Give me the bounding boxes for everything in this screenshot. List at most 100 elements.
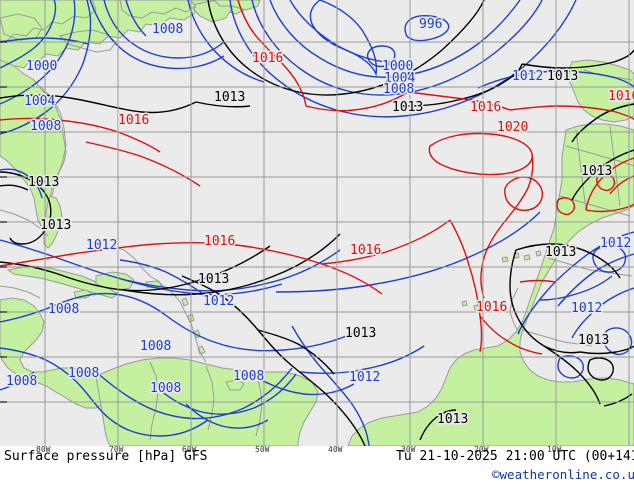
isobar-midblue-1 [125,0,147,37]
isobar-1008-sa3 [159,373,297,415]
isobar-label-halo: 1013 [198,272,229,287]
isobar-1013-morocco [571,149,634,201]
land-hispaniola [95,271,135,291]
isobar-label-value: 1013 [545,245,576,260]
isobar-1012-east [275,211,541,293]
isobar-label-value: 1008 [140,339,171,354]
isobar-label-halo: 1016 [476,300,507,315]
isobar-label-halo: 1012 [86,238,117,253]
map-canvas[interactable]: 996 996 1000 1000 1000 1000 1004 1004 1004 1004 10… [0,0,634,446]
isobar-label-halo: 1013 [578,333,609,348]
coast-hudson [0,13,43,41]
isobar-label-halo: 1008 [30,119,61,134]
isobar-label-halo: 1013 [437,412,468,427]
isobar-label-value: 1008 [150,381,181,396]
border-africa-6 [609,125,621,207]
isobar-label-value: 1008 [68,366,99,381]
isobar-label-value: 1008 [6,374,37,389]
land-maritimes [119,0,197,19]
isobar-label-halo: 1016 [608,89,634,104]
isobar-label-value: 1012 [86,238,117,253]
border-mexico [0,285,41,299]
isobar-1016-coast [479,315,543,355]
isobar-label-value: 1013 [581,164,612,179]
isobar-label-halo: 1013 [345,326,376,341]
isobar-label-halo: 1012 [349,370,380,385]
isobar-1016-w [0,117,161,153]
isobar-label-value: 1013 [40,218,71,233]
longitude-label: 20W [474,445,489,454]
isobar-label-halo: 1008 [140,339,171,354]
isobar-1013-africa-w2 [509,249,581,354]
isobar-red-morocco [585,157,634,211]
isobar-1016-e [407,91,511,111]
isobar-1013-florida [0,171,52,245]
land-jamaica [73,289,93,299]
isobar-red-sahel [519,279,557,283]
border-sa-1 [149,361,159,441]
coast-gulf [0,209,49,237]
isobar-blue-florida [0,168,43,199]
isobar-label-value: 1013 [578,333,609,348]
isobar-1013-br [419,409,457,441]
isobar-label-halo: 1016 [350,243,381,258]
isobar-1000-arc [289,0,405,64]
isobar-label-halo: 1013 [547,69,578,84]
isobar-label-value: 1013 [547,69,578,84]
isobars-1013 [0,0,634,446]
isobar-1016-bend [305,91,409,112]
isobar-label-halo: 1013 [545,245,576,260]
isobar-label-halo: 1012 [512,69,543,84]
isobar-label-value: 996 [419,17,442,32]
border-africa-4 [521,329,593,347]
land-canary-islands [501,250,542,263]
longitude-label: 70W [109,445,124,454]
isobar-label-halo: 1000 [26,59,57,74]
isobar-1008-pan [0,371,35,391]
isobar-label-halo: 1008 [48,302,79,317]
isobar-label-halo: 1016 [470,100,501,115]
isobar-red-circle-coast [504,176,544,211]
isobar-label-value: 1012 [512,69,543,84]
isobar-label-halo: 1016 [118,113,149,128]
isobar-label-halo: 1016 [252,51,283,66]
isobar-1008-sa [0,347,209,437]
isobar-label-halo: 1008 [150,381,181,396]
isobar-1020-closed [428,132,533,176]
isobar-1013-north [207,0,485,96]
isobar-1000-open [309,0,378,77]
isobar-label-halo: 1012 [600,236,631,251]
isobar-1013-africa-n [571,103,634,143]
isobar-label-halo: 1013 [392,100,423,115]
isobar-label-value: 1016 [476,300,507,315]
isobar-nw-1008 [0,0,92,135]
isobar-label-halo: 1013 [214,90,245,105]
isobar-label-value: 1000 [26,59,57,74]
isobar-label-value: 1012 [349,370,380,385]
isobar-label-value: 1016 [470,100,501,115]
isobar-1016-north [237,0,307,107]
isobar-label-value: 1013 [392,100,423,115]
coast-bahamas [99,245,161,283]
isobar-label-halo: 1008 [152,22,183,37]
isobar-label-value: 1004 [384,71,415,86]
